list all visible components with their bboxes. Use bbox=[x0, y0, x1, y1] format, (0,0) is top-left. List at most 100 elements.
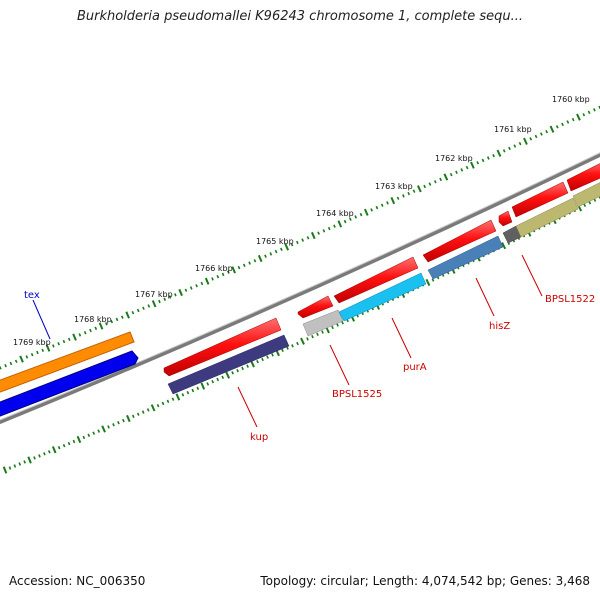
outer-scale-tick bbox=[284, 243, 290, 251]
scale-label-1767: 1767 kbp bbox=[135, 290, 173, 299]
inner-scale-tick bbox=[117, 421, 120, 425]
outer-scale-tick bbox=[545, 129, 549, 134]
outer-scale-tick bbox=[402, 194, 405, 198]
inner-scale-tick bbox=[250, 360, 255, 368]
inner-scale-tick bbox=[501, 242, 507, 250]
gene-label-hisz[interactable]: hisZ bbox=[489, 321, 510, 332]
gene-kup-forward[interactable] bbox=[163, 317, 282, 377]
outer-scale-tick bbox=[433, 180, 437, 184]
inner-scale-tick bbox=[57, 446, 61, 450]
outer-scale-tick bbox=[14, 359, 18, 364]
gene-bpsl1525[interactable] bbox=[302, 309, 344, 337]
inner-scale-tick bbox=[316, 332, 319, 337]
outer-scale-tick bbox=[62, 339, 66, 344]
outer-scale-tick bbox=[168, 295, 172, 299]
inner-scale-tick bbox=[141, 410, 145, 414]
inner-scale-tick bbox=[150, 404, 156, 412]
outer-scale-tick bbox=[25, 355, 29, 359]
gene-pura[interactable] bbox=[338, 272, 427, 322]
inner-scale-tick bbox=[13, 464, 17, 468]
outer-scale-tick bbox=[306, 236, 310, 240]
outer-scale-tick bbox=[386, 201, 389, 205]
inner-scale-tick bbox=[431, 278, 435, 282]
outer-scale-tick bbox=[492, 153, 495, 158]
outer-scale-tick bbox=[455, 170, 458, 175]
outer-scale-tick bbox=[52, 344, 55, 348]
outer-scale-ticks bbox=[0, 105, 600, 370]
inner-scale-tick bbox=[161, 401, 165, 406]
gene-hisz[interactable] bbox=[427, 235, 504, 280]
inner-scale-tick bbox=[23, 460, 26, 464]
outer-scale-tick bbox=[496, 149, 502, 157]
inner-scale-tick bbox=[225, 371, 231, 379]
inner-scale-tick bbox=[236, 368, 239, 373]
scale-label-1768: 1768 kbp bbox=[74, 315, 112, 324]
inner-scale-tick bbox=[256, 359, 259, 364]
outer-scale-tick bbox=[301, 238, 305, 242]
inner-scale-tick bbox=[97, 429, 101, 433]
outer-scale-tick bbox=[151, 300, 157, 308]
outer-scale-tick bbox=[0, 366, 2, 370]
gene-kup[interactable] bbox=[167, 334, 290, 395]
outer-scale-tick bbox=[72, 333, 77, 341]
outer-scale-tick bbox=[317, 231, 320, 235]
inner-scale-tick bbox=[336, 323, 339, 327]
outer-scale-tick bbox=[460, 168, 464, 172]
inner-scale-tick bbox=[271, 353, 274, 357]
scale-label-1769: 1769 kbp bbox=[13, 338, 51, 347]
gene-blue[interactable] bbox=[0, 350, 139, 418]
gene-label-kup[interactable]: kup bbox=[250, 432, 268, 443]
outer-scale-tick bbox=[274, 249, 278, 254]
outer-scale-tick bbox=[423, 184, 427, 189]
outer-scale-tick bbox=[375, 205, 379, 210]
gene-fwd-5[interactable] bbox=[511, 181, 569, 218]
inner-scale-tick bbox=[122, 418, 125, 423]
inner-scale-tick bbox=[266, 355, 269, 359]
inner-scale-tick bbox=[112, 423, 115, 427]
outer-scale-tick bbox=[216, 274, 220, 279]
inner-scale-tick bbox=[186, 390, 190, 395]
outer-scale-tick bbox=[363, 208, 369, 216]
outer-scale-tick bbox=[67, 337, 71, 342]
forward-genes bbox=[0, 161, 600, 394]
inner-scale-tick bbox=[18, 462, 22, 466]
inner-scale-tick bbox=[76, 435, 82, 444]
gene-olive-2[interactable] bbox=[572, 180, 600, 208]
gene-fwd-2[interactable] bbox=[333, 256, 419, 304]
gene-label-pura[interactable]: purA bbox=[403, 362, 427, 373]
gene-fwd-6[interactable] bbox=[566, 161, 600, 192]
gene-fwd-1[interactable] bbox=[297, 295, 334, 319]
outer-scale-tick bbox=[549, 125, 555, 133]
genome-stats: Topology: circular; Length: 4,074,542 bp… bbox=[260, 574, 590, 588]
outer-scale-tick bbox=[211, 277, 214, 281]
gene-label-bpsl1522[interactable]: BPSL1522 bbox=[545, 294, 595, 305]
outer-scale-tick bbox=[280, 247, 283, 252]
gene-fwd-3[interactable] bbox=[422, 219, 497, 263]
outer-scale-tick bbox=[125, 311, 130, 319]
outer-scale-tick bbox=[518, 141, 522, 146]
outer-scale-tick bbox=[30, 353, 34, 357]
inner-scale-tick bbox=[196, 386, 200, 391]
gene-fwd-4[interactable] bbox=[498, 210, 513, 227]
gene-label-tex[interactable]: tex bbox=[24, 290, 40, 301]
scale-label-1765: 1765 kbp bbox=[256, 237, 294, 246]
gene-tex[interactable] bbox=[0, 331, 135, 394]
gene-bpsl1522[interactable] bbox=[515, 197, 579, 238]
inner-scale-tick bbox=[216, 377, 220, 382]
scale-label-1760: 1760 kbp bbox=[552, 95, 590, 104]
outer-scale-tick bbox=[523, 137, 528, 145]
outer-scale-tick bbox=[147, 304, 151, 308]
outer-scale-tick bbox=[231, 266, 237, 274]
inner-scale-tick bbox=[33, 456, 36, 460]
inner-scale-tick bbox=[51, 446, 57, 454]
outer-scale-tick bbox=[439, 177, 442, 182]
inner-scale-tick bbox=[47, 450, 51, 454]
outer-scale-tick bbox=[105, 322, 108, 326]
inner-scale-tick bbox=[171, 397, 175, 401]
outer-scale-tick bbox=[476, 161, 480, 165]
inner-scale-tick bbox=[300, 337, 305, 345]
gene-label-bpsl1525[interactable]: BPSL1525 bbox=[332, 389, 382, 400]
inner-scale-tick bbox=[146, 408, 150, 412]
outer-scale-tick bbox=[428, 182, 432, 186]
